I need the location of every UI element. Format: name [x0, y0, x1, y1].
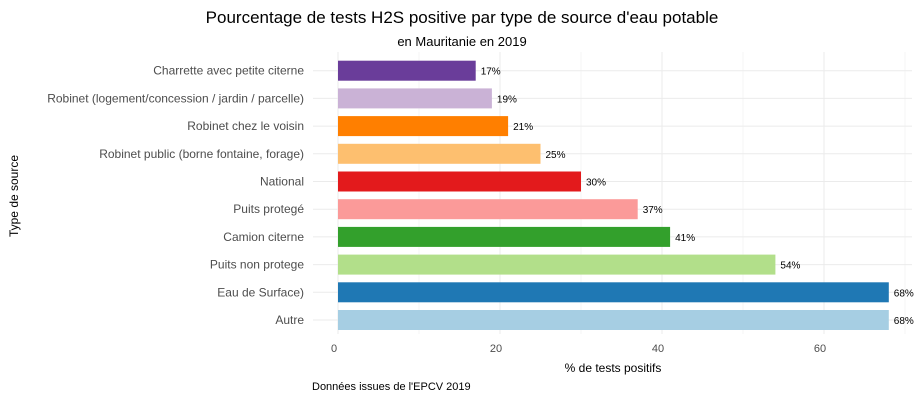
chart-caption: Données issues de l'EPCV 2019 [312, 381, 471, 393]
data-label: 17% [481, 67, 501, 78]
chart-subtitle: en Mauritanie en 2019 [397, 34, 526, 49]
category-axis-labels: Autre Eau de Surface) Puits non protege Cam… [47, 64, 304, 327]
bar-data-labels: 68% 68% 54% 41% 37% 30% 25% 21% 19% 17% [481, 67, 914, 327]
x-tick-label: 60 [814, 343, 826, 355]
bar [338, 226, 671, 247]
data-label: 37% [643, 205, 663, 216]
category-label: Camion citerne [223, 230, 304, 244]
bar [338, 171, 581, 192]
bar [338, 88, 492, 109]
x-tick-label: 20 [490, 343, 502, 355]
bar [338, 254, 776, 275]
data-label: 54% [780, 261, 800, 272]
x-tick-label: 40 [652, 343, 664, 355]
category-label: National [260, 175, 304, 189]
data-label: 25% [546, 150, 566, 161]
category-label: Charrette avec petite citerne [153, 64, 304, 78]
data-label: 41% [675, 233, 695, 244]
bar-series [338, 60, 889, 330]
bar [338, 282, 889, 303]
category-label: Robinet public (borne fontaine, forage) [99, 147, 304, 161]
bar [338, 143, 541, 164]
category-label: Puits protegé [233, 202, 304, 216]
x-axis-title: % de tests positifs [565, 361, 662, 375]
category-label: Eau de Surface) [217, 285, 304, 299]
data-label: 30% [586, 178, 606, 189]
bar [338, 116, 509, 137]
bar [338, 60, 476, 81]
data-label: 21% [513, 122, 533, 133]
bar [338, 310, 889, 330]
chart-title: Pourcentage de tests H2S positive par ty… [206, 8, 719, 27]
category-label: Autre [275, 313, 304, 327]
bar [338, 199, 638, 220]
y-axis-title: Type de source [7, 155, 21, 237]
x-axis-tick-labels: 0 20 40 60 [331, 343, 826, 355]
data-label: 68% [894, 316, 914, 327]
category-label: Robinet chez le voisin [187, 119, 304, 133]
x-tick-label: 0 [331, 343, 337, 355]
data-label: 68% [894, 288, 914, 299]
data-label: 19% [497, 94, 517, 105]
category-label: Robinet (logement/concession / jardin / … [47, 91, 304, 105]
category-label: Puits non protege [210, 258, 304, 272]
